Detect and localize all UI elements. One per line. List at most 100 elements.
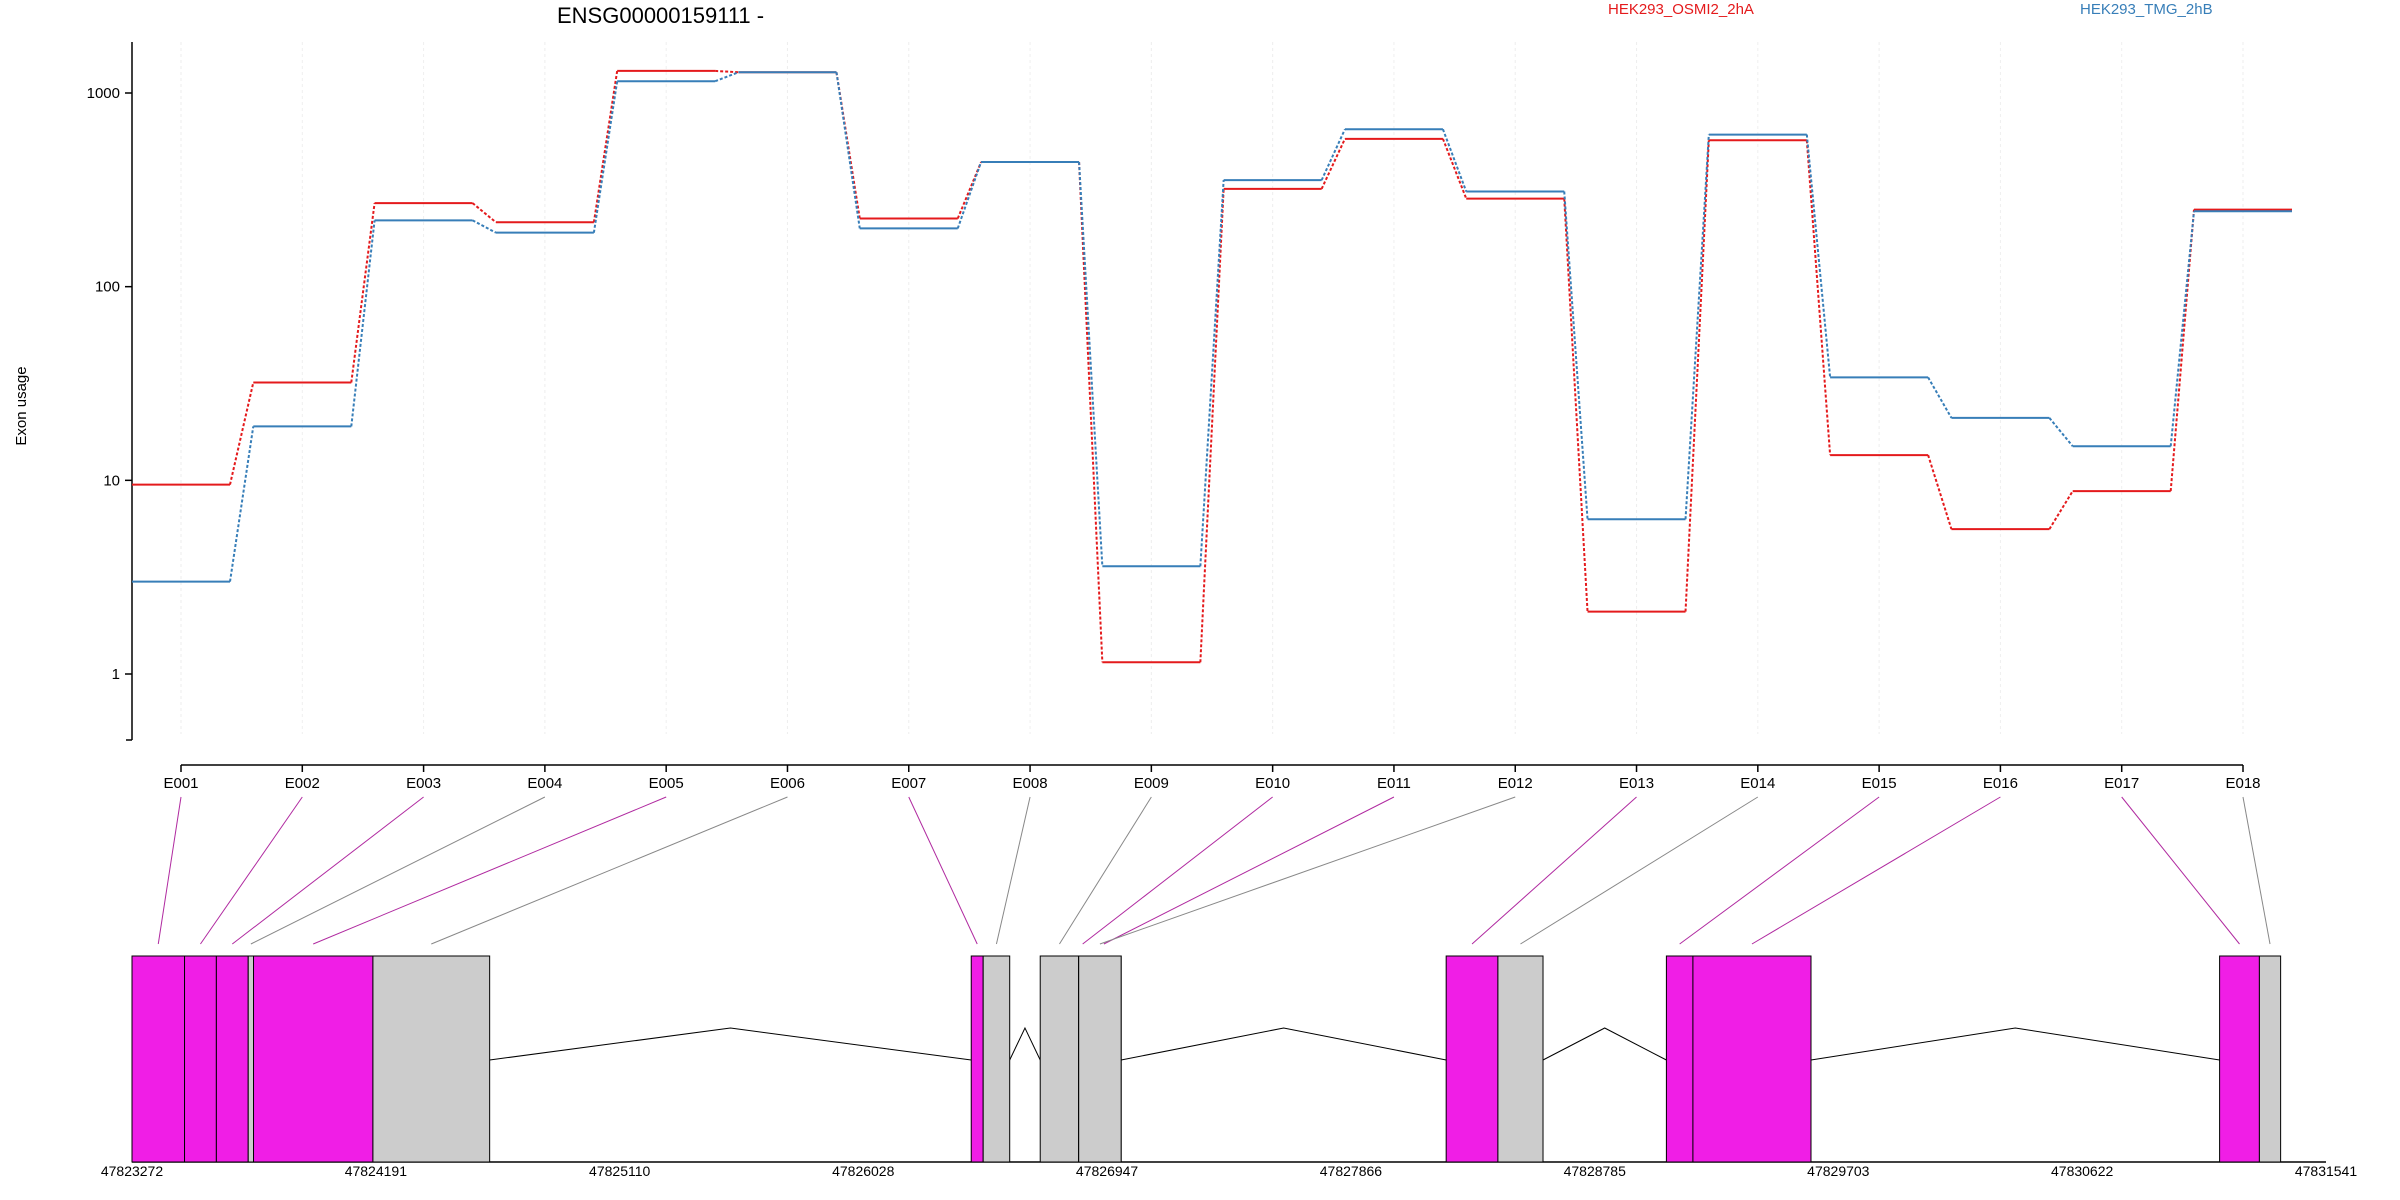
exon-connector-E009 [1059,796,1152,945]
exon-connector-E003 [231,796,424,945]
y-tick-label-1: 1 [112,666,120,683]
series-1-connector-E017 [2169,211,2195,447]
intron-4 [1542,1027,1667,1061]
x-tick-label-E004: E004 [527,775,562,792]
series-1-connector-E002 [350,220,376,427]
exon-box-E008 [982,955,1011,1163]
series-1-connector-E011 [1442,128,1468,192]
x-tick-label-E016: E016 [1983,775,2018,792]
series-0-connector-E001 [229,382,255,485]
intron-1 [489,1027,972,1061]
exon-connector-E007 [908,796,978,945]
coordinate-label-5: 47827866 [1320,1163,1383,1179]
series-1-connector-E008 [1078,161,1104,567]
x-tick-label-E006: E006 [770,775,805,792]
legend-series-0: HEK293_OSMI2_2hA [1608,1,1754,18]
series-1-connector-E006 [835,72,861,229]
series-1-connector-E016 [2048,417,2074,447]
exon-box-E004 [247,955,255,1163]
coordinate-label-4: 47826947 [1076,1163,1139,1179]
coordinate-label-2: 47825110 [589,1163,650,1179]
intron-5 [1810,1027,2220,1061]
x-tick-label-E003: E003 [406,775,441,792]
exon-box-E001 [131,955,186,1163]
grid-layer [180,42,2244,734]
coordinate-label-8: 47830622 [2051,1163,2114,1179]
y-tick-label-10: 10 [103,472,120,489]
exon-box-E014 [1497,955,1544,1163]
exon-connector-E006 [431,796,788,945]
series-1-connector-E001 [229,426,255,582]
exon-connector-E014 [1520,796,1759,945]
series-0-connector-E015 [1927,454,1953,530]
exon-connector-E013 [1471,796,1637,945]
exon-box-E016 [1692,955,1812,1163]
series-1-connector-E004 [592,81,619,233]
exon-connector-E016 [1751,796,2001,945]
series-0-connector-E004 [592,70,619,223]
series-0-connector-E012 [1563,198,1589,612]
exon-box-E007 [970,955,984,1163]
axes-layer: ENSG00000159111 - HEK293_OSMI2_2hA HEK29… [13,1,2261,792]
series-0-connector-E008 [1078,162,1104,663]
x-tick-label-E014: E014 [1740,775,1775,792]
series-1-connector-E005 [714,71,739,83]
coordinate-label-9: 47831541 [2295,1163,2358,1179]
exon-connector-E011 [1103,796,1395,945]
exon-box-E015 [1665,955,1694,1163]
series-1-connector-E015 [1927,376,1953,419]
exon-box-E012 [1078,955,1122,1163]
series-0-connector-E013 [1684,140,1710,612]
exon-box-E017 [2219,955,2260,1163]
x-tick-label-E002: E002 [285,775,320,792]
exon-box-E009 [1039,955,1080,1163]
series-0-connector-E010 [1320,138,1346,190]
series-layer [132,69,2292,664]
y-tick-label-1000: 1000 [87,85,120,102]
coordinate-label-3: 47826028 [832,1163,895,1179]
exon-connector-E005 [313,796,667,945]
x-tick-label-E008: E008 [1013,775,1048,792]
exon-connector-E018 [2242,796,2271,945]
series-0-connector-E009 [1199,188,1225,663]
gene-model: 47823272 47824191 47825110 47826028 47826947… [101,955,2358,1179]
x-tick-label-E015: E015 [1862,775,1897,792]
exon-connector-E010 [1082,796,1273,945]
series-1-connector-E010 [1320,128,1346,181]
coordinate-label-1: 47824191 [345,1163,408,1179]
series-1-connector-E003 [472,219,497,234]
y-tick-label-100: 100 [95,279,120,296]
x-tick-label-E018: E018 [2225,775,2260,792]
series-1-connector-E014 [1805,134,1832,378]
chart-title: ENSG00000159111 - [557,3,764,28]
x-tick-label-E007: E007 [891,775,926,792]
exon-connector-E004 [250,796,546,945]
series-1-connector-E009 [1199,180,1225,567]
x-tick-label-E012: E012 [1498,775,1533,792]
exon-box-E002 [184,955,217,1163]
x-tick-label-E009: E009 [1134,775,1169,792]
exon-connector-E008 [995,796,1031,945]
exon-box-E003 [215,955,249,1163]
exon-box-E005 [253,955,374,1163]
coordinate-label-7: 47829703 [1807,1163,1870,1179]
series-1 [132,71,2292,583]
x-tick-label-E005: E005 [649,775,684,792]
x-tick-label-E010: E010 [1255,775,1290,792]
series-0-connector-E014 [1805,140,1832,456]
intron-2 [1009,1026,1041,1061]
legend-series-1: HEK293_TMG_2hB [2080,1,2213,18]
series-1-connector-E013 [1684,134,1710,520]
exon-connector-layer [157,796,2271,945]
series-0-connector-E005 [715,69,739,74]
y-axis-label: Exon usage [13,366,30,445]
coordinate-label-0: 47823272 [101,1163,164,1179]
series-0-connector-E003 [471,202,497,224]
series-0-connector-E011 [1442,138,1468,199]
x-tick-label-E017: E017 [2104,775,2139,792]
series-1-connector-E007 [956,161,983,229]
coordinate-label-6: 47828785 [1564,1163,1627,1179]
x-tick-label-E011: E011 [1377,775,1411,792]
